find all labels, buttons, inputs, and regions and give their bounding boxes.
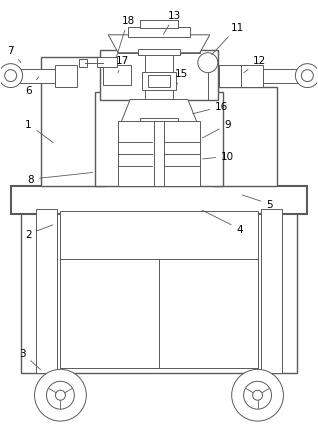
Bar [1,69,55,83]
Text: 16: 16 [193,102,228,115]
Circle shape [5,70,17,82]
Bar [263,69,317,83]
Text: 8: 8 [27,173,93,185]
Circle shape [244,381,272,409]
Circle shape [232,369,283,421]
Text: 6: 6 [25,78,39,95]
Bar [118,44,200,53]
Bar [147,122,171,157]
Bar [21,210,297,373]
Polygon shape [108,36,210,53]
Bar [100,51,218,100]
Bar [154,122,164,187]
Circle shape [0,65,23,89]
Text: 13: 13 [163,11,182,35]
Circle shape [46,381,74,409]
Ellipse shape [200,295,215,333]
Bar [138,49,180,56]
Bar [36,210,58,373]
Bar [140,21,178,29]
Circle shape [252,390,263,400]
Bar [219,66,241,87]
Circle shape [35,369,86,421]
Bar [55,66,77,87]
Bar [60,259,258,368]
Bar [260,210,282,373]
Text: 10: 10 [203,152,234,162]
Bar [40,58,105,187]
Text: 12: 12 [244,56,266,74]
Text: 5: 5 [242,196,273,210]
Polygon shape [120,100,198,125]
Bar [60,211,258,259]
Ellipse shape [103,295,118,333]
Bar [80,59,87,68]
Bar [241,66,263,87]
Bar [145,51,173,100]
Text: 11: 11 [212,23,244,56]
Text: 9: 9 [202,120,231,139]
Bar [142,72,176,90]
Bar [10,187,308,214]
Bar [213,87,278,187]
Bar [148,76,170,87]
Text: 18: 18 [116,16,135,59]
Text: 7: 7 [7,46,21,63]
Text: 15: 15 [175,69,189,85]
Bar [118,122,200,187]
Bar [128,28,190,38]
Text: 17: 17 [115,56,129,73]
Circle shape [295,65,318,89]
Circle shape [198,53,218,73]
Ellipse shape [129,227,189,241]
Bar [97,58,117,68]
Text: 2: 2 [25,225,53,240]
Text: 1: 1 [25,120,53,143]
Text: 4: 4 [202,211,243,234]
Text: 3: 3 [19,349,40,370]
Bar [95,92,223,187]
Circle shape [55,390,66,400]
Bar [140,119,178,125]
Circle shape [301,70,313,82]
Bar [103,66,131,85]
